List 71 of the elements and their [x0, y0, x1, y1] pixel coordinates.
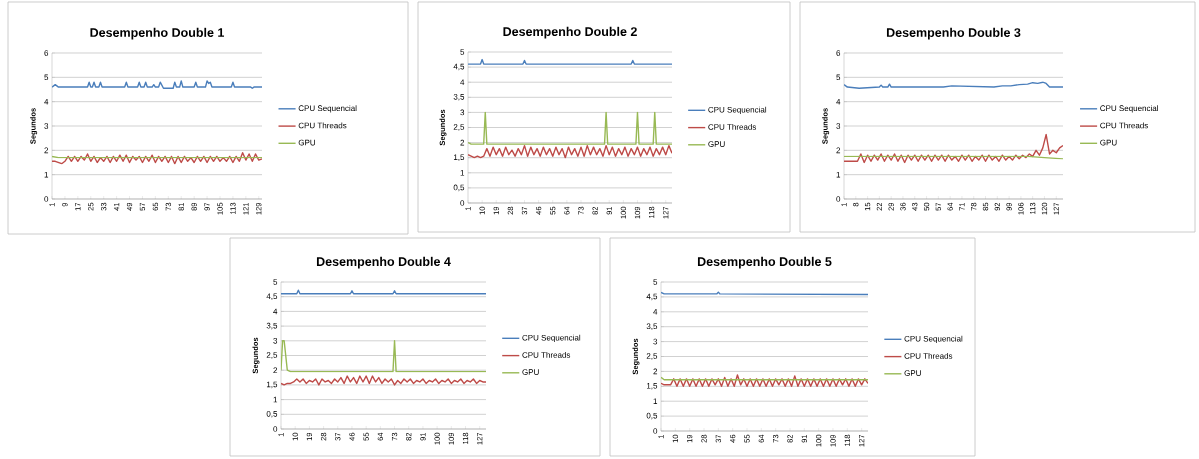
legend-label: CPU Threads: [1100, 122, 1148, 129]
y-tick-label: 1: [653, 398, 658, 404]
y-tick-label: 1: [836, 171, 841, 178]
y-tick-label: 3,5: [266, 322, 278, 330]
y-tick-label: 4: [460, 79, 465, 85]
legend-label: CPU Sequencial: [1100, 105, 1158, 113]
chart-title: Desempenho Double 1: [90, 27, 225, 40]
y-tick-label: 0: [273, 426, 278, 432]
y-tick-label: 5: [273, 279, 278, 285]
y-tick-label: 2,5: [453, 124, 465, 131]
legend-label: GPU: [1100, 139, 1117, 146]
legend-label: CPU Sequencial: [298, 105, 357, 113]
chart-title: Desempenho Double 4: [316, 256, 451, 269]
legend-label: CPU Sequencial: [708, 106, 767, 115]
legend-label: CPU Sequencial: [904, 335, 963, 344]
y-tick-label: 1: [460, 170, 465, 176]
legend-label: CPU Sequencial: [522, 334, 581, 343]
y-tick-label: 3: [836, 123, 841, 129]
y-tick-label: 2: [273, 367, 278, 373]
y-tick-label: 6: [836, 50, 841, 56]
y-tick-label: 0,5: [266, 411, 278, 418]
chart-title: Desempenho Double 5: [697, 256, 832, 269]
y-tick-label: 3: [460, 109, 465, 116]
legend-label: GPU: [298, 139, 315, 146]
y-tick-label: 4: [273, 308, 278, 315]
y-tick-label: 4,5: [453, 63, 465, 71]
y-tick-label: 3,5: [646, 323, 658, 330]
y-tick-label: 0: [653, 428, 658, 434]
y-tick-label: 5: [460, 49, 465, 55]
y-tick-label: 0: [836, 196, 841, 202]
y-tick-label: 1,5: [266, 381, 278, 389]
y-tick-label: 2: [460, 139, 465, 146]
y-tick-label: 4: [44, 98, 49, 105]
y-tick-label: 5: [44, 74, 49, 81]
legend-label: GPU: [522, 369, 539, 375]
y-tick-label: 1: [273, 396, 278, 403]
y-tick-label: 1,5: [646, 383, 658, 390]
y-tick-label: 2: [44, 147, 49, 154]
line-series: [52, 80, 263, 89]
y-tick-label: 0: [460, 200, 465, 206]
y-tick-label: 5: [836, 74, 841, 81]
legend-label: CPU Threads: [904, 352, 953, 359]
y-tick-label: 4,5: [646, 293, 658, 301]
legend-label: CPU Threads: [708, 123, 757, 130]
y-tick-label: 2: [836, 147, 841, 154]
legend-label: GPU: [708, 141, 725, 147]
y-tick-label: 2: [653, 368, 658, 375]
y-tick-label: 2,5: [646, 353, 658, 360]
y-tick-label: 0,5: [453, 184, 465, 192]
y-tick-label: 5: [653, 279, 658, 285]
y-tick-label: 1,5: [453, 154, 465, 161]
legend-label: CPU Threads: [522, 351, 571, 358]
y-tick-label: 2,5: [266, 352, 278, 359]
legend-label: CPU Threads: [298, 122, 347, 129]
y-tick-label: 3: [653, 338, 658, 345]
line-series: [281, 375, 487, 386]
y-tick-label: 0,5: [646, 412, 658, 420]
line-series: [844, 81, 1064, 89]
y-tick-label: 0: [44, 196, 49, 202]
y-tick-label: 6: [44, 50, 49, 56]
line-series: [468, 144, 673, 159]
y-tick-label: 1: [44, 171, 49, 178]
y-tick-label: 3: [273, 337, 278, 344]
chart-title: Desempenho Double 3: [886, 27, 1021, 40]
y-tick-label: 4,5: [266, 293, 278, 300]
y-tick-label: 4: [653, 309, 658, 315]
y-tick-label: 3: [44, 123, 49, 129]
y-tick-label: 4: [836, 98, 841, 105]
legend-label: GPU: [904, 370, 921, 376]
chart-title: Desempenho Double 2: [503, 26, 637, 39]
y-tick-label: 3,5: [453, 94, 465, 101]
